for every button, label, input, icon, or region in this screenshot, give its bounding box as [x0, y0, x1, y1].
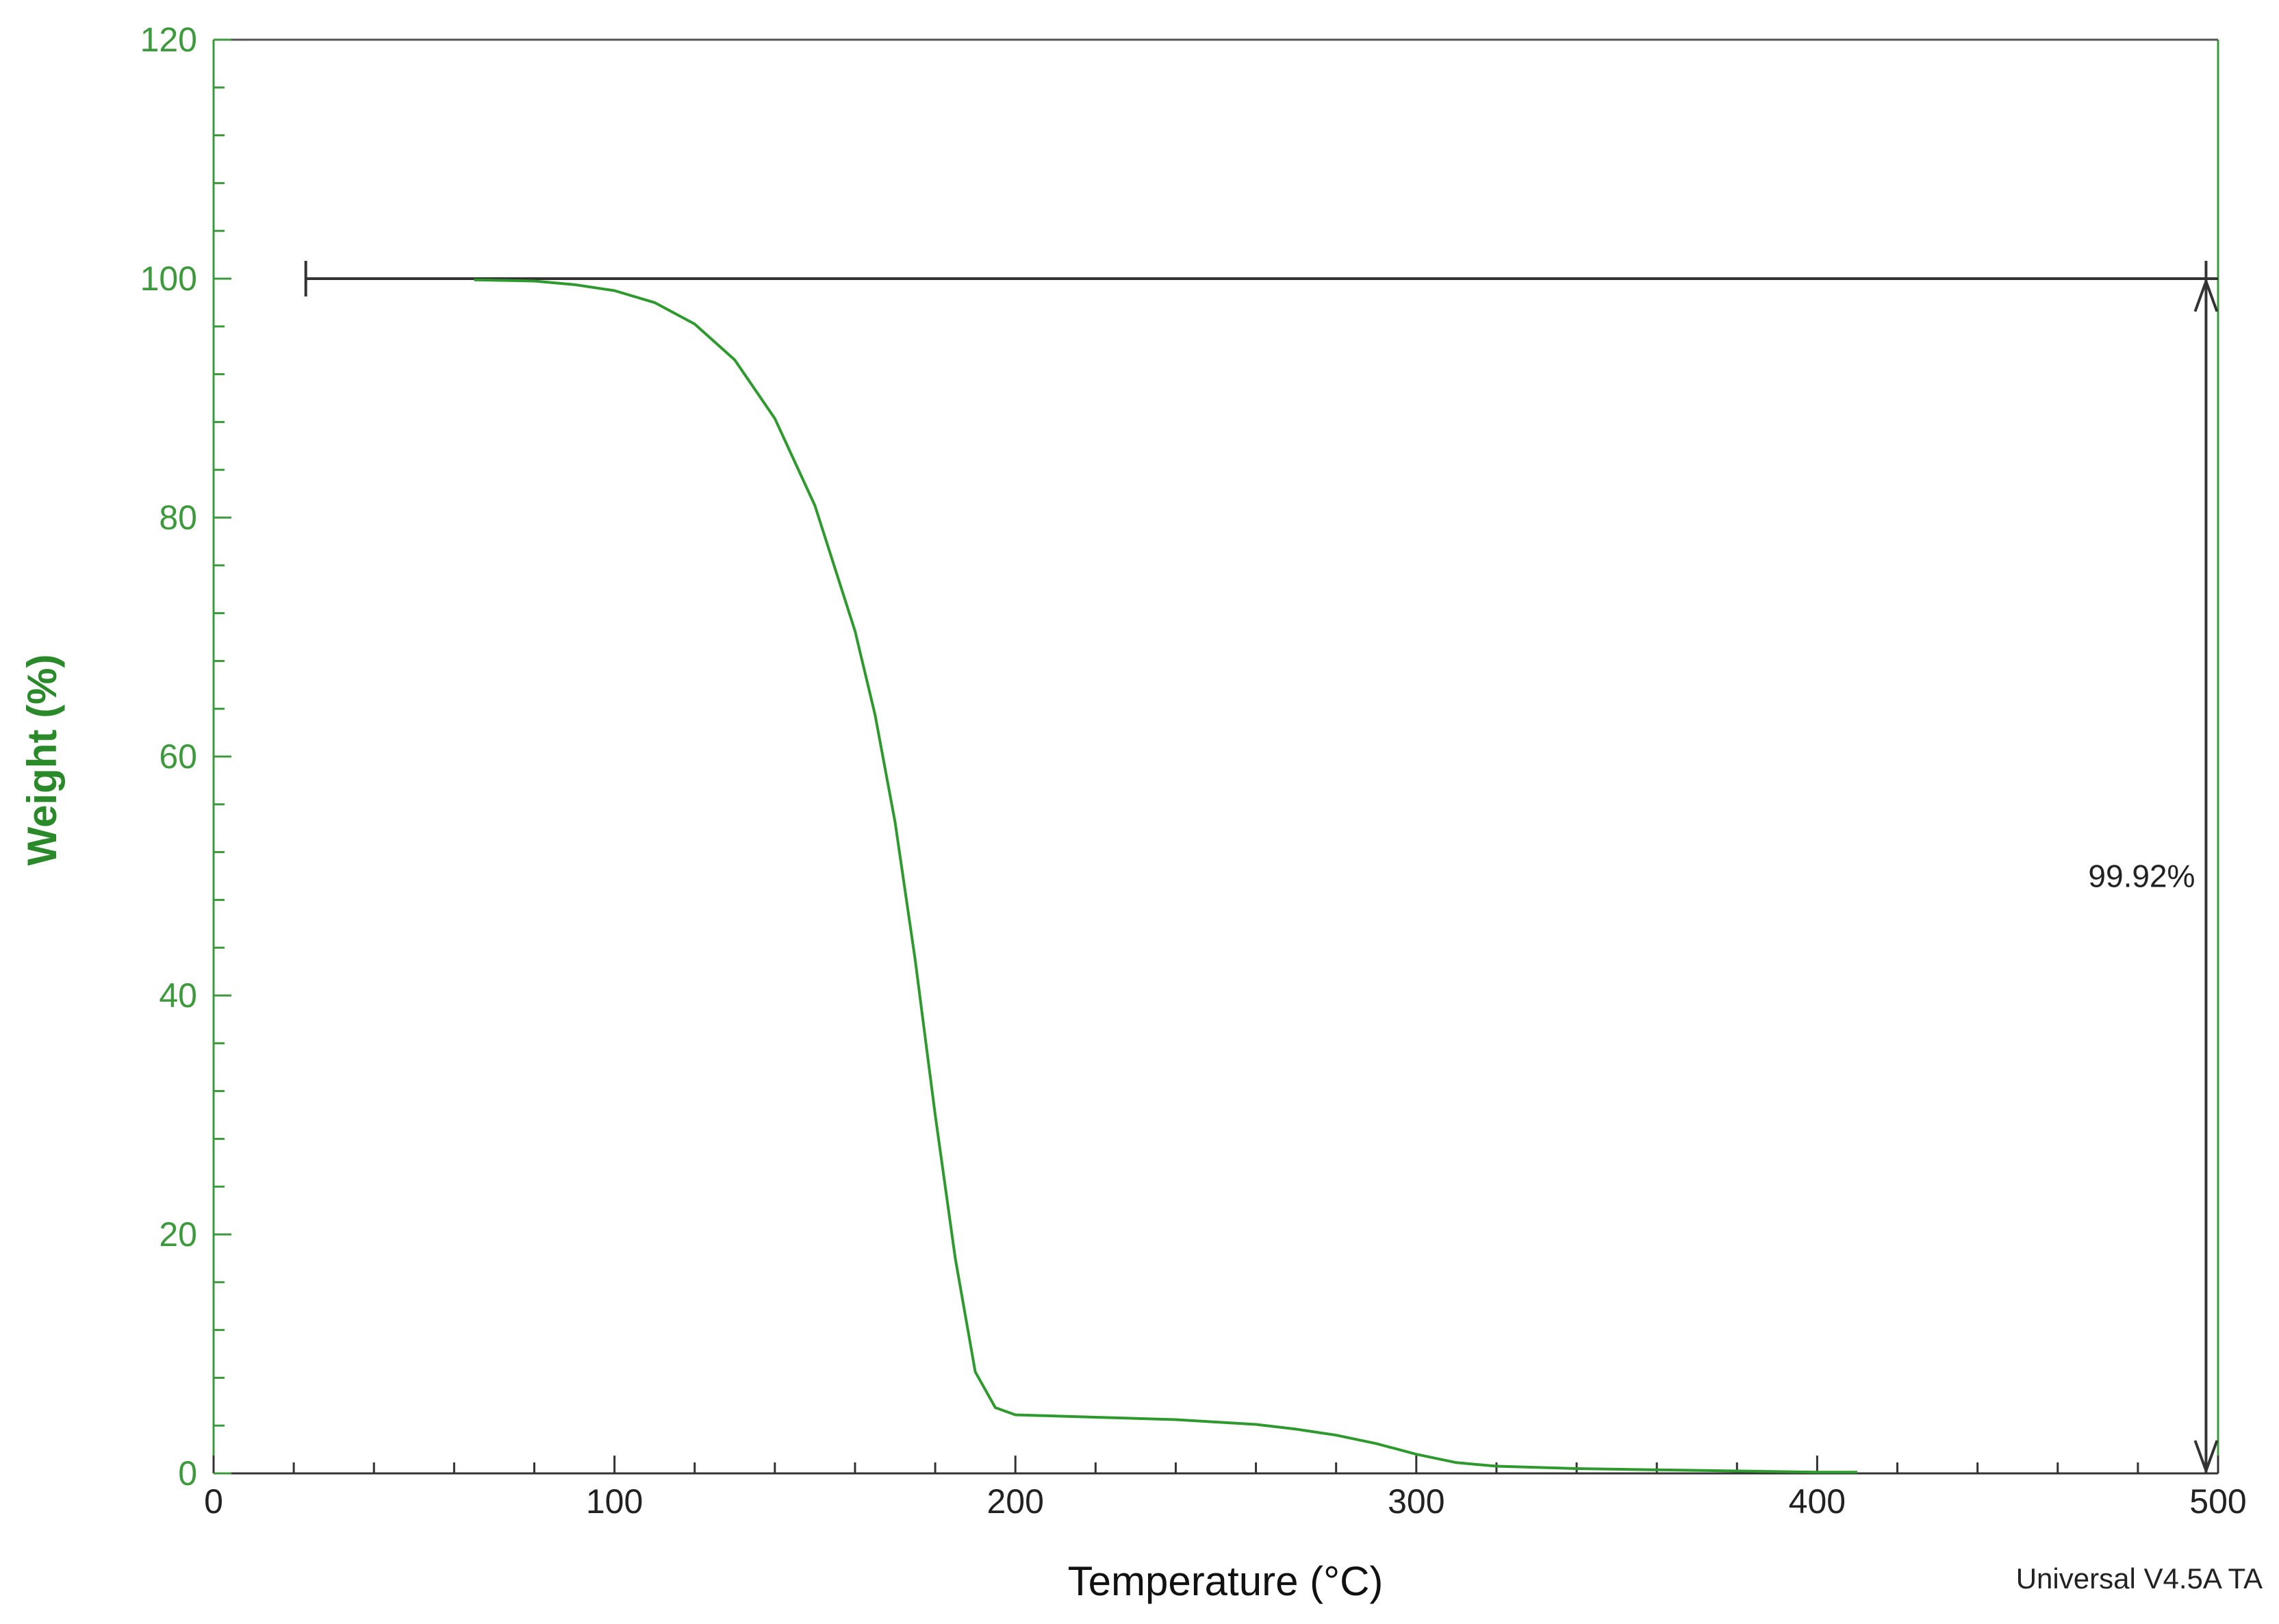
arrow-head-up — [2193, 277, 2219, 312]
arrow-head-down — [2193, 1440, 2219, 1475]
series-line-0 — [474, 278, 1857, 1474]
annotation-label: 99.92% — [2088, 859, 2195, 894]
y-tick-label: 120 — [140, 21, 197, 59]
x-axis-title: Temperature (°C) — [1068, 1558, 1384, 1604]
y-tick-label: 80 — [159, 498, 197, 537]
x-tick-label: 400 — [1789, 1482, 1846, 1521]
y-tick-label: 20 — [159, 1215, 197, 1254]
y-axis-title: Weight (%) — [19, 655, 65, 866]
footer-label: Universal V4.5A TA — [2016, 1562, 2263, 1595]
x-tick-label: 0 — [204, 1482, 223, 1521]
x-tick-label: 200 — [986, 1482, 1043, 1521]
axes — [212, 38, 2219, 1475]
series — [474, 278, 1857, 1474]
annotation: 99.92% — [304, 261, 2219, 1475]
y-tick-label: 40 — [159, 976, 197, 1015]
y-tick-label: 60 — [159, 737, 197, 776]
x-tick-label: 300 — [1388, 1482, 1444, 1521]
y-tick-label: 100 — [140, 259, 197, 298]
y-tick-label: 0 — [178, 1454, 197, 1493]
x-tick-label: 100 — [586, 1482, 643, 1521]
ticks: 0 100 200 300 400 500 0 20 40 60 80 100 120 — [140, 21, 2247, 1521]
x-tick-label: 500 — [2189, 1482, 2246, 1521]
